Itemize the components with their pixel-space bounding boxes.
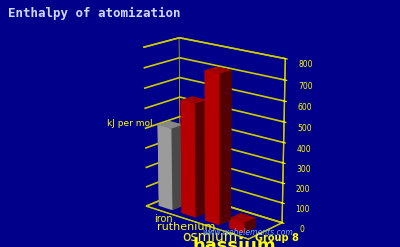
Text: www.webelements.com: www.webelements.com [203,228,293,237]
Text: Enthalpy of atomization: Enthalpy of atomization [8,7,180,21]
